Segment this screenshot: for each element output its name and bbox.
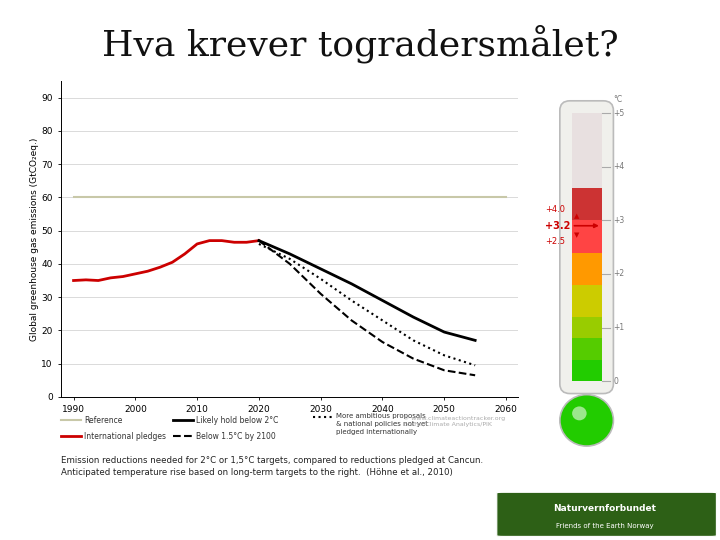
Text: +2: +2 bbox=[613, 269, 624, 279]
Text: ▲: ▲ bbox=[574, 214, 579, 220]
Text: Naturvernforbundet: Naturvernforbundet bbox=[553, 504, 657, 512]
Text: +2.5: +2.5 bbox=[545, 237, 564, 246]
Text: www.naturvernforbundet.no: www.naturvernforbundet.no bbox=[22, 509, 200, 519]
Text: Below 1.5°C by 2100: Below 1.5°C by 2100 bbox=[196, 432, 276, 441]
Bar bbox=[572, 220, 602, 253]
FancyBboxPatch shape bbox=[497, 492, 716, 536]
Text: +1: +1 bbox=[613, 323, 624, 332]
Text: Anticipated temperature rise based on long-term targets to the right.  (Höhne et: Anticipated temperature rise based on lo… bbox=[61, 468, 453, 477]
Text: Likely hold below 2°C: Likely hold below 2°C bbox=[196, 416, 278, 424]
Text: +5: +5 bbox=[613, 109, 625, 118]
Text: International pledges: International pledges bbox=[84, 432, 166, 441]
Y-axis label: Global greenhouse gas emissions (GtCO₂eq.): Global greenhouse gas emissions (GtCO₂eq… bbox=[30, 137, 39, 341]
Text: +3: +3 bbox=[613, 216, 625, 225]
Bar bbox=[572, 188, 602, 220]
Text: 0: 0 bbox=[613, 377, 618, 386]
Text: +4: +4 bbox=[613, 162, 625, 171]
Bar bbox=[572, 253, 602, 285]
Circle shape bbox=[572, 407, 587, 420]
Text: © www.climateactiontracker.org
Ecofys/Climate Analytics/PIK: © www.climateactiontracker.org Ecofys/Cl… bbox=[403, 416, 505, 427]
Bar bbox=[572, 285, 602, 317]
Text: Reference: Reference bbox=[84, 416, 122, 424]
FancyBboxPatch shape bbox=[560, 101, 613, 394]
Text: °C: °C bbox=[613, 95, 623, 104]
Bar bbox=[572, 339, 602, 360]
Text: ▼: ▼ bbox=[574, 232, 579, 238]
Text: +4.0: +4.0 bbox=[545, 205, 564, 214]
Bar bbox=[572, 317, 602, 339]
Text: +3.2: +3.2 bbox=[545, 221, 570, 231]
Text: Hva krever togradersmålet?: Hva krever togradersmålet? bbox=[102, 24, 618, 63]
Bar bbox=[572, 360, 602, 381]
Text: More ambitious proposals
& national policies not yet
pledged internationally: More ambitious proposals & national poli… bbox=[336, 413, 428, 435]
Circle shape bbox=[560, 395, 613, 446]
Text: Emission reductions needed for 2°C or 1,5°C targets, compared to reductions pled: Emission reductions needed for 2°C or 1,… bbox=[61, 456, 483, 465]
Text: Friends of the Earth Norway: Friends of the Earth Norway bbox=[556, 523, 654, 529]
Bar bbox=[572, 113, 602, 188]
